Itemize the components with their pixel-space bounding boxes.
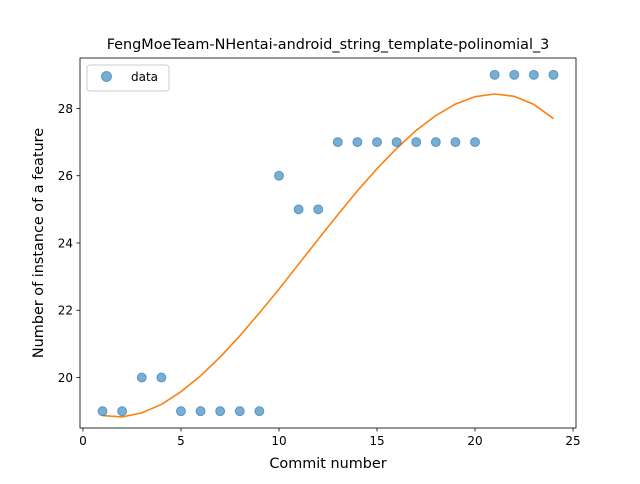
x-tick-label: 25 bbox=[565, 434, 580, 448]
y-tick-label: 22 bbox=[58, 304, 73, 318]
data-point bbox=[136, 372, 147, 383]
x-tick-label: 10 bbox=[271, 434, 286, 448]
data-point bbox=[489, 69, 500, 80]
data-point bbox=[156, 372, 167, 383]
data-point bbox=[528, 69, 539, 80]
data-point bbox=[234, 406, 245, 417]
data-point bbox=[97, 406, 108, 417]
data-point bbox=[450, 137, 461, 148]
data-point bbox=[254, 406, 265, 417]
data-point bbox=[215, 406, 226, 417]
y-axis-label: Number of instance of a feature bbox=[31, 128, 47, 358]
legend-label-data: data bbox=[131, 70, 158, 84]
x-tick-label: 0 bbox=[79, 434, 87, 448]
y-tick-label: 26 bbox=[58, 169, 73, 183]
data-point bbox=[509, 69, 520, 80]
y-axis-ticks: 20 22 24 26 28 bbox=[58, 102, 80, 385]
fit-line bbox=[102, 93, 554, 418]
plot-background bbox=[80, 58, 576, 428]
data-point bbox=[117, 406, 128, 417]
y-tick-label: 24 bbox=[58, 236, 73, 250]
plot-area bbox=[80, 58, 576, 428]
x-axis-ticks: 0 5 10 15 20 25 bbox=[79, 428, 581, 448]
data-point bbox=[391, 137, 402, 148]
data-point bbox=[195, 406, 206, 417]
x-tick-label: 20 bbox=[467, 434, 482, 448]
data-point bbox=[175, 406, 186, 417]
x-tick-label: 5 bbox=[177, 434, 185, 448]
chart-title: FengMoeTeam-NHentai-android_string_templ… bbox=[107, 37, 550, 53]
x-axis-label: Commit number bbox=[269, 456, 386, 472]
x-tick-label: 15 bbox=[369, 434, 384, 448]
data-point bbox=[411, 137, 422, 148]
y-tick-label: 28 bbox=[58, 102, 73, 116]
fit-line-layer bbox=[102, 93, 554, 418]
data-point bbox=[548, 69, 559, 80]
data-point bbox=[332, 137, 343, 148]
data-point bbox=[372, 137, 383, 148]
legend-marker-data bbox=[101, 71, 112, 82]
y-tick-label: 20 bbox=[58, 371, 73, 385]
data-points-layer bbox=[97, 69, 559, 417]
data-point bbox=[313, 204, 324, 215]
data-point bbox=[470, 137, 481, 148]
data-point bbox=[293, 204, 304, 215]
legend: data bbox=[86, 64, 170, 92]
data-point bbox=[430, 137, 441, 148]
data-point bbox=[273, 170, 284, 181]
data-point bbox=[352, 137, 363, 148]
